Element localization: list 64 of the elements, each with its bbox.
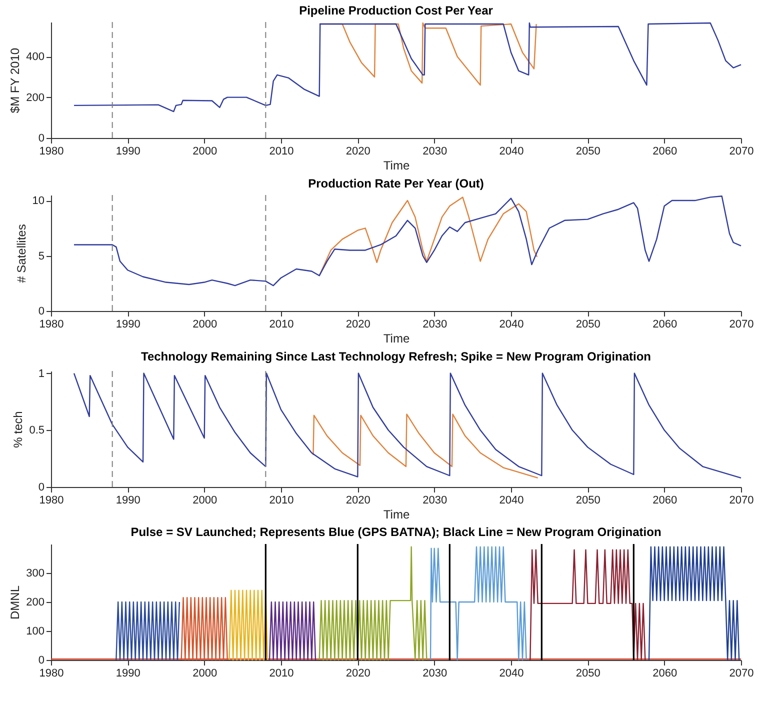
x-tick-label: 2070	[729, 146, 754, 158]
x-tick-label: 1990	[116, 494, 140, 506]
x-tick-label: 2010	[269, 668, 294, 680]
x-tick-label: 2020	[346, 146, 370, 158]
x-tick-label: 2030	[422, 318, 448, 330]
y-axis-title: DMNL	[8, 585, 22, 620]
chart-title: Pulse = SV Launched; Represents Blue (GPS BATNA); Black Line = New Program Origination	[130, 525, 662, 540]
x-tick-label: 2050	[576, 146, 600, 158]
x-tick-label: 2030	[422, 494, 448, 506]
x-tick-label: 2020	[346, 318, 370, 330]
x-tick-label: 2040	[499, 494, 524, 506]
x-tick-label: 2010	[269, 494, 294, 506]
x-tick-label: 1980	[39, 318, 64, 330]
x-tick-label: 2060	[652, 494, 678, 506]
x-tick-label: 2070	[729, 668, 754, 680]
x-tick-label: 2020	[346, 668, 370, 680]
x-axis-title: Time	[383, 508, 410, 522]
y-tick-label: 0	[38, 654, 44, 666]
x-tick-label: 2040	[499, 318, 524, 330]
y-axis-title: $M FY 2010	[8, 48, 22, 114]
x-tick-label: 1980	[39, 668, 64, 680]
x-tick-label: 2060	[652, 318, 678, 330]
x-tick-label: 2000	[192, 494, 218, 506]
x-tick-label: 2000	[192, 146, 218, 158]
y-tick-label: 10	[32, 195, 44, 208]
x-tick-label: 2050	[576, 494, 600, 506]
chart-title: Pipeline Production Cost Per Year	[299, 4, 494, 18]
x-tick-label: 2070	[729, 494, 754, 506]
y-tick-label: 5	[38, 250, 44, 262]
x-tick-label: 2040	[499, 146, 524, 158]
y-tick-label: 0	[38, 306, 44, 318]
x-tick-label: 2000	[192, 668, 218, 680]
x-tick-label: 2030	[422, 146, 448, 158]
x-tick-label: 1990	[116, 146, 140, 158]
chart-title: Production Rate Per Year (Out)	[308, 176, 484, 190]
x-tick-label: 2060	[652, 146, 678, 158]
x-axis-title: Time	[383, 332, 410, 346]
y-tick-label: 200	[26, 596, 44, 608]
y-tick-label: 400	[26, 51, 44, 64]
x-tick-label: 2000	[192, 318, 218, 330]
y-tick-label: 200	[26, 92, 44, 104]
x-tick-label: 2030	[422, 668, 448, 680]
x-tick-label: 1990	[116, 668, 140, 680]
chart-title: Technology Remaining Since Last Technology Refresh; Spike = New Program Origination	[141, 349, 651, 364]
x-axis-title: Time	[383, 158, 410, 172]
y-tick-label: 100	[26, 626, 44, 638]
x-tick-label: 2010	[269, 146, 294, 158]
x-tick-label: 1990	[116, 318, 140, 330]
x-tick-label: 2040	[499, 668, 524, 680]
y-axis-title: % tech	[11, 411, 26, 448]
x-tick-label: 2070	[729, 318, 754, 330]
x-tick-label: 1980	[39, 146, 64, 158]
y-tick-label: 300	[26, 568, 44, 580]
y-tick-label: 1	[38, 368, 44, 380]
x-tick-label: 2060	[652, 668, 678, 680]
y-tick-label: 0.5	[29, 424, 44, 437]
x-tick-label: 1980	[39, 494, 64, 506]
x-tick-label: 2020	[346, 494, 370, 506]
x-tick-label: 2010	[269, 318, 294, 330]
y-tick-label: 0	[38, 482, 44, 494]
y-axis-title: # Satellites	[14, 224, 28, 283]
y-tick-label: 0	[38, 132, 44, 144]
x-tick-label: 2050	[576, 318, 600, 330]
x-tick-label: 2050	[576, 668, 600, 680]
